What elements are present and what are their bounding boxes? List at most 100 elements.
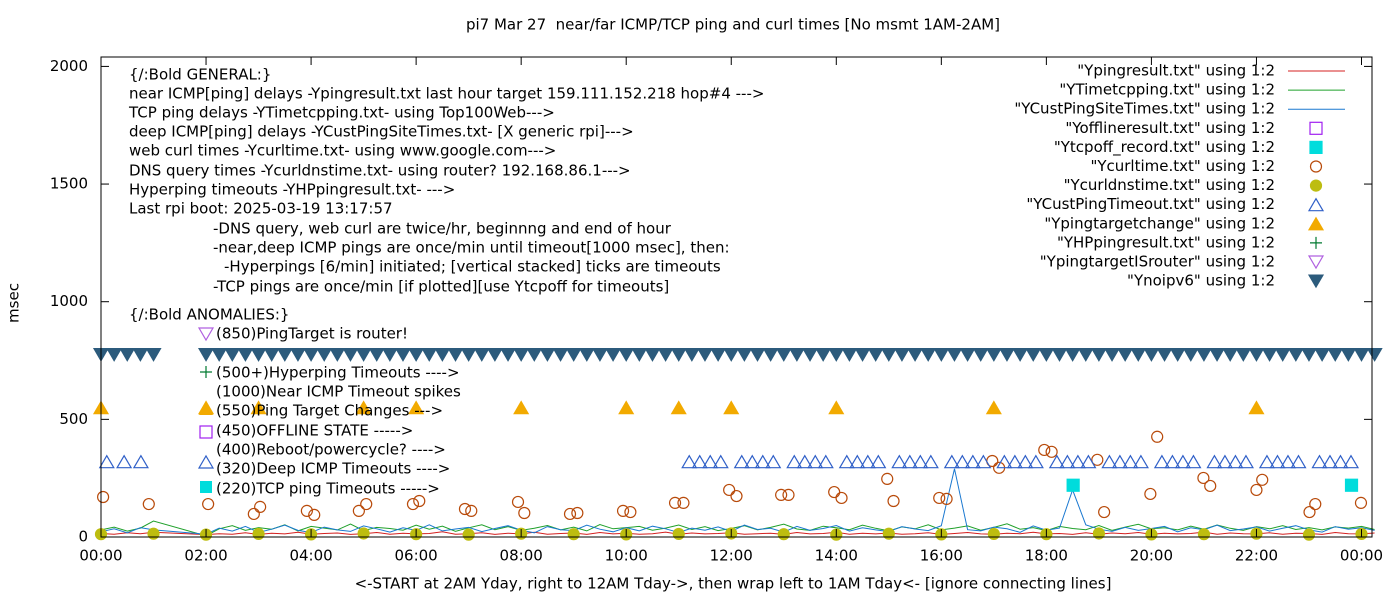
point	[1235, 348, 1252, 362]
point	[677, 496, 690, 509]
point	[841, 348, 858, 362]
point	[106, 348, 123, 362]
point	[1204, 479, 1217, 493]
x-tick-label: 18:00	[1025, 547, 1068, 565]
point	[940, 492, 953, 505]
point	[775, 348, 792, 362]
legend-swatch	[1307, 274, 1325, 289]
point	[618, 400, 635, 415]
point	[998, 348, 1016, 362]
x-tick-label: 04:00	[289, 547, 332, 565]
point	[1012, 348, 1029, 362]
point	[881, 472, 894, 485]
point	[1092, 527, 1105, 540]
point	[912, 454, 929, 469]
point	[460, 348, 477, 362]
point	[933, 491, 946, 505]
point	[849, 454, 866, 469]
point	[683, 348, 700, 362]
point	[413, 494, 426, 508]
point	[250, 348, 267, 362]
point	[276, 348, 293, 362]
point	[1048, 454, 1065, 469]
point	[946, 348, 963, 362]
point	[1206, 454, 1223, 469]
note-text: (400)Reboot/powercycle? ---->	[216, 441, 446, 459]
note-marker	[200, 366, 212, 378]
point	[723, 400, 740, 415]
series-line	[100, 468, 1375, 535]
point	[815, 348, 832, 362]
legend-label: "Ypingresult.txt" using 1:2	[1077, 62, 1275, 80]
point	[518, 506, 531, 520]
point	[786, 454, 803, 469]
point	[352, 504, 365, 517]
point	[817, 454, 834, 469]
point	[1279, 454, 1297, 469]
point	[1354, 496, 1368, 509]
point	[964, 454, 981, 469]
point	[1045, 445, 1058, 458]
point	[712, 454, 729, 469]
legend-label: "Ypingtargetchange" using 1:2	[1044, 214, 1275, 232]
point	[835, 491, 848, 505]
point	[511, 495, 525, 509]
legend-swatch	[1309, 121, 1323, 135]
point	[1038, 443, 1051, 457]
point	[142, 497, 155, 511]
point	[578, 348, 595, 362]
point	[644, 348, 661, 362]
note-marker	[197, 454, 215, 469]
point	[1164, 454, 1181, 469]
point	[1311, 454, 1328, 469]
point	[1366, 348, 1383, 362]
point	[526, 348, 543, 362]
point	[987, 527, 1000, 541]
point	[473, 348, 490, 362]
point	[1287, 348, 1304, 362]
point	[1111, 454, 1128, 469]
point	[605, 348, 622, 362]
point	[381, 348, 398, 362]
point	[1327, 348, 1344, 362]
point	[723, 483, 736, 497]
point	[1169, 348, 1186, 362]
point	[1309, 497, 1322, 511]
point	[1117, 348, 1134, 362]
point	[394, 348, 412, 362]
point	[1250, 483, 1263, 497]
point	[631, 348, 648, 362]
point	[486, 348, 503, 362]
point	[1025, 348, 1042, 362]
point	[145, 348, 162, 362]
series-line	[100, 531, 1375, 536]
point	[801, 348, 819, 362]
point	[954, 454, 971, 469]
point	[882, 527, 895, 540]
point	[539, 348, 556, 362]
point	[907, 348, 924, 362]
point	[696, 348, 714, 362]
y-tick-label: 0	[78, 528, 88, 546]
point	[681, 454, 698, 469]
point	[308, 508, 321, 521]
x-tick-label: 22:00	[1235, 547, 1278, 565]
point	[421, 348, 438, 362]
point	[1156, 348, 1173, 362]
point	[972, 348, 989, 362]
point	[565, 348, 582, 362]
point	[1237, 454, 1254, 469]
point	[736, 348, 753, 362]
note-text: {/:Bold GENERAL:}	[129, 66, 271, 84]
point	[342, 348, 359, 362]
legend-label: "YTimetcpping.txt" using 1:2	[1059, 81, 1275, 99]
point	[1256, 473, 1269, 486]
point	[571, 506, 584, 520]
point	[1059, 454, 1076, 469]
point	[922, 454, 939, 469]
point	[1340, 348, 1357, 362]
note-text: (450)OFFLINE STATE ----->	[216, 422, 413, 440]
point	[828, 348, 845, 362]
point	[1353, 348, 1370, 362]
